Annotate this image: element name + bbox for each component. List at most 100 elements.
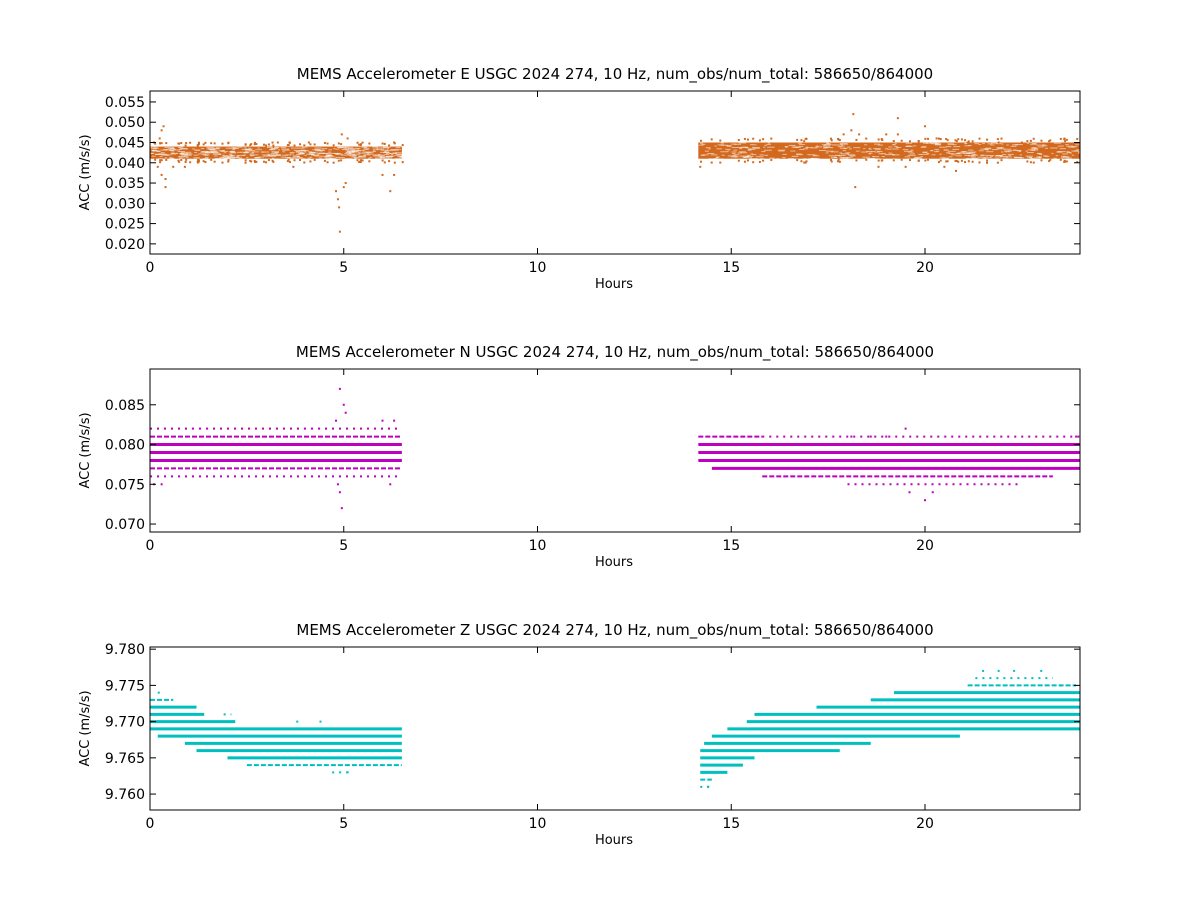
band-texture xyxy=(358,155,363,157)
band-texture xyxy=(964,158,970,160)
band-texture xyxy=(716,157,719,159)
band-texture xyxy=(952,148,960,150)
band-texture xyxy=(352,154,355,156)
band-texture xyxy=(160,149,168,151)
band-texture xyxy=(733,143,742,145)
band-texture xyxy=(349,155,357,157)
band-texture xyxy=(369,156,373,158)
band-texture xyxy=(987,155,995,157)
band-texture xyxy=(939,157,946,159)
data-point xyxy=(162,125,165,128)
band-texture xyxy=(866,151,873,153)
band-texture xyxy=(776,158,780,160)
band-texture xyxy=(1014,157,1022,159)
band-texture xyxy=(219,156,223,158)
x-tick-label: 20 xyxy=(916,260,934,276)
band-texture xyxy=(282,154,288,156)
band-texture xyxy=(213,158,220,160)
band-texture xyxy=(372,148,379,150)
data-point xyxy=(1032,137,1035,140)
band-texture xyxy=(377,154,385,156)
chart-title: MEMS Accelerometer N USGC 2024 274, 10 H… xyxy=(296,343,934,362)
band-texture xyxy=(333,152,341,154)
band-texture xyxy=(397,154,404,156)
data-point xyxy=(937,137,940,140)
data-point xyxy=(303,144,306,147)
band-texture xyxy=(907,154,916,156)
data-point xyxy=(1048,160,1051,163)
band-texture xyxy=(972,153,977,155)
band-texture xyxy=(204,154,210,156)
band-texture xyxy=(185,156,189,158)
band-texture xyxy=(231,156,239,158)
band-texture xyxy=(290,153,294,155)
band-texture xyxy=(193,154,199,156)
data-point xyxy=(881,139,884,142)
data-point xyxy=(342,186,345,189)
band-texture xyxy=(269,154,275,156)
band-texture xyxy=(930,142,938,144)
band-texture xyxy=(378,155,386,157)
band-texture xyxy=(1002,154,1007,156)
band-texture xyxy=(296,153,301,155)
data-point xyxy=(931,491,934,494)
band-texture xyxy=(902,149,909,151)
data-point xyxy=(800,139,803,142)
band-texture xyxy=(344,153,353,155)
band-texture xyxy=(195,149,201,151)
band-texture xyxy=(788,144,796,146)
band-texture xyxy=(968,155,975,157)
band-texture xyxy=(868,153,871,155)
band-texture xyxy=(747,149,752,151)
band-texture xyxy=(274,152,279,154)
data-point xyxy=(986,159,989,162)
data-point xyxy=(326,142,329,145)
data-point xyxy=(1026,140,1029,143)
band-texture xyxy=(1012,149,1018,151)
data-point xyxy=(939,159,942,162)
band-texture xyxy=(751,146,760,148)
band-texture xyxy=(1042,144,1046,146)
band-texture xyxy=(877,151,883,153)
data-point xyxy=(743,137,746,140)
data-point xyxy=(346,137,349,140)
y-axis-label: ACC (m/s/s) xyxy=(78,134,93,210)
band-texture xyxy=(817,158,821,160)
band-texture xyxy=(835,154,840,156)
y-tick-label: 0.040 xyxy=(105,156,145,172)
band-texture xyxy=(363,154,371,156)
band-texture xyxy=(299,158,306,160)
band-texture xyxy=(384,150,387,152)
band-texture xyxy=(213,153,222,155)
band-texture xyxy=(349,151,355,153)
band-texture xyxy=(1015,144,1023,146)
band-texture xyxy=(309,151,316,153)
data-point xyxy=(1076,161,1079,164)
band-texture xyxy=(934,144,942,146)
band-texture xyxy=(352,153,361,155)
data-point xyxy=(978,161,981,164)
band-texture xyxy=(325,156,332,158)
band-texture xyxy=(1053,157,1057,159)
band-texture xyxy=(282,151,286,153)
band-texture xyxy=(907,151,914,153)
band-texture xyxy=(330,156,336,158)
band-texture xyxy=(1004,151,1010,153)
band-texture xyxy=(1038,156,1043,158)
band-texture xyxy=(180,151,188,153)
band-texture xyxy=(731,155,737,157)
band-texture xyxy=(824,144,831,146)
data-point xyxy=(935,137,938,140)
data-point xyxy=(946,160,949,163)
data-point xyxy=(303,161,306,164)
data-point xyxy=(955,140,958,143)
data-point xyxy=(997,141,1000,144)
data-point xyxy=(1059,158,1062,161)
data-point xyxy=(1026,160,1029,163)
band-texture xyxy=(1001,143,1004,145)
data-point xyxy=(389,190,392,193)
band-texture xyxy=(782,153,787,155)
band-texture xyxy=(750,158,758,160)
data-point xyxy=(159,142,162,145)
